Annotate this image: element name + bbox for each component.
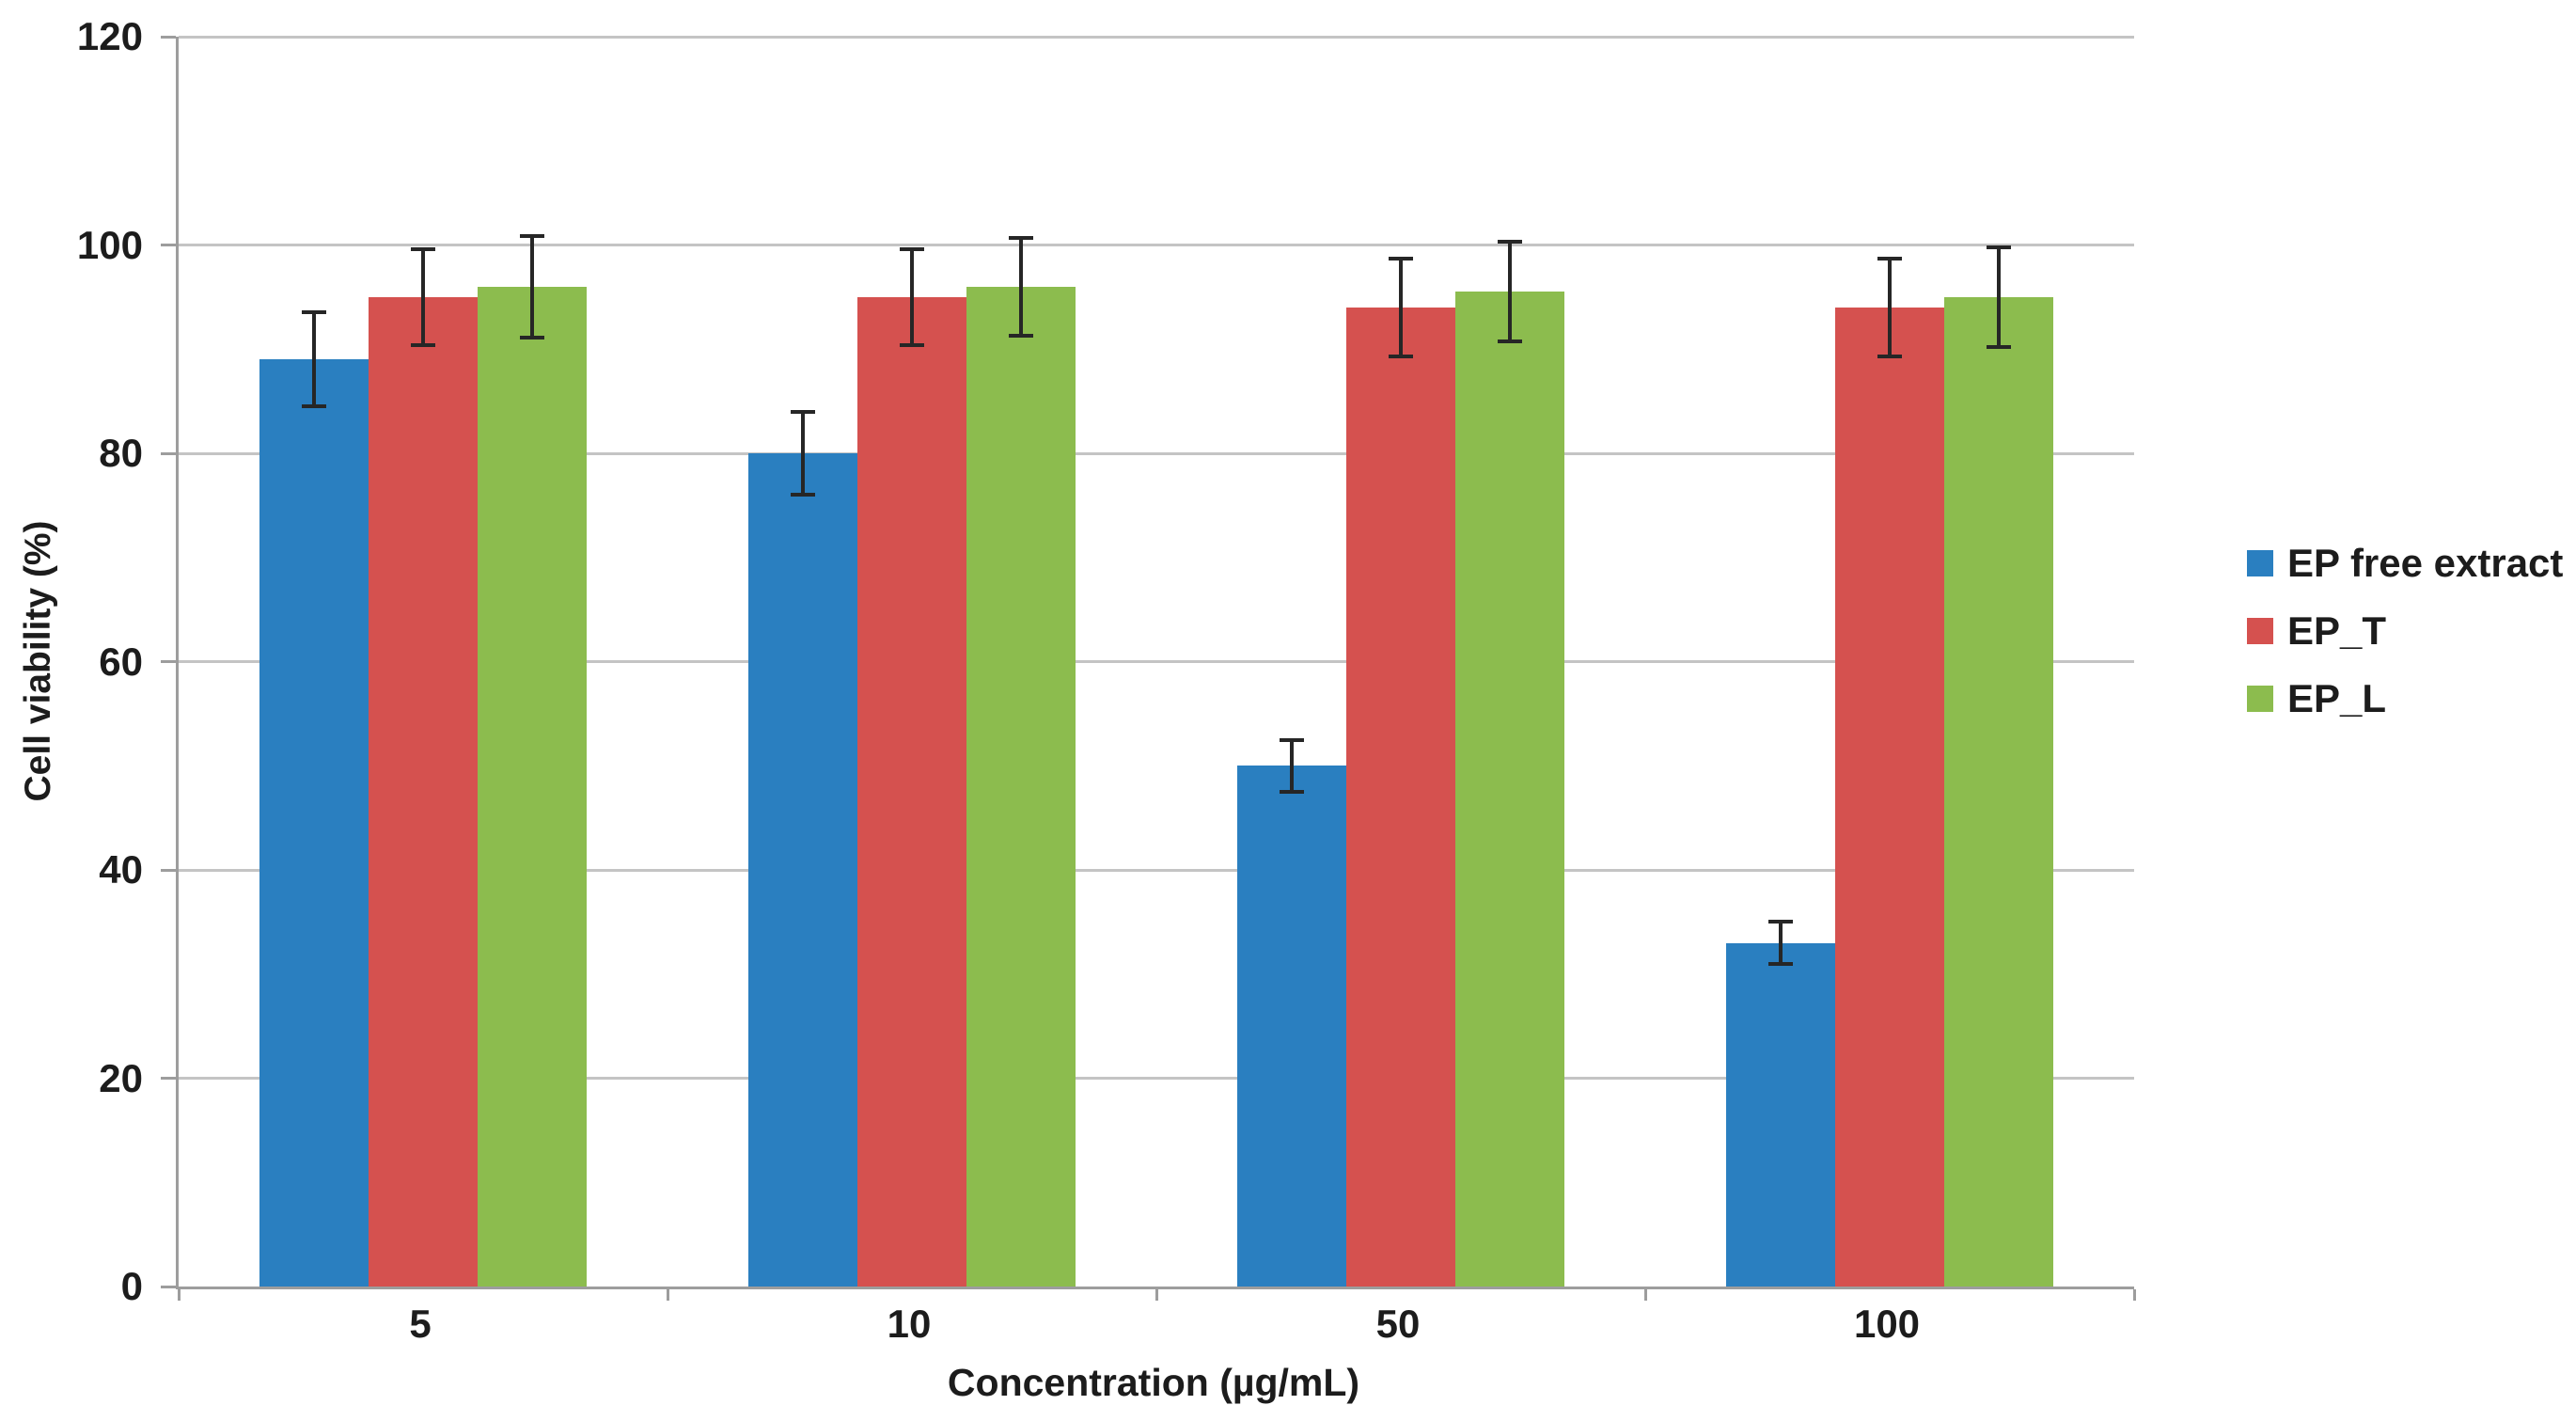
legend-item-ep-t: EP_T <box>2247 611 2563 651</box>
y-tick-mark-0 <box>161 1285 176 1288</box>
legend-swatch-ep-t <box>2247 618 2273 644</box>
error-cap-top-ep-l-5 <box>520 233 544 238</box>
bar-ep-free-extract-5 <box>259 359 369 1287</box>
error-cap-top-ep-l-50 <box>1498 240 1522 245</box>
legend-swatch-ep-free-extract <box>2247 550 2273 576</box>
error-bar-ep-t-10 <box>910 248 914 345</box>
x-tick-mark-2 <box>1154 1289 1158 1301</box>
gridline-120 <box>179 35 2134 39</box>
error-cap-top-ep-free-extract-10 <box>791 409 815 414</box>
error-bar-ep-t-100 <box>1888 258 1892 356</box>
bar-ep-t-50 <box>1346 307 1455 1287</box>
x-tick-mark-4 <box>2132 1289 2136 1301</box>
y-tick-label-60: 60 <box>99 639 143 684</box>
legend-label-ep-t: EP_T <box>2287 608 2387 653</box>
bar-ep-l-50 <box>1455 292 1564 1287</box>
error-cap-bottom-ep-free-extract-100 <box>1768 961 1793 966</box>
gridline-20 <box>179 1077 2134 1080</box>
gridline-40 <box>179 868 2134 872</box>
bar-ep-free-extract-10 <box>748 453 857 1287</box>
x-tick-mark-0 <box>177 1289 181 1301</box>
error-bar-ep-l-5 <box>530 235 534 339</box>
y-tick-label-40: 40 <box>99 847 143 892</box>
y-tick-mark-40 <box>161 868 176 872</box>
error-cap-top-ep-l-10 <box>1009 235 1033 240</box>
error-cap-bottom-ep-t-50 <box>1389 355 1413 358</box>
legend-label-ep-free-extract: EP free extract <box>2287 541 2564 585</box>
error-cap-bottom-ep-free-extract-50 <box>1280 789 1304 794</box>
x-tick-mark-1 <box>666 1289 669 1301</box>
bar-ep-free-extract-50 <box>1237 766 1346 1287</box>
error-cap-top-ep-free-extract-50 <box>1280 737 1304 742</box>
error-cap-bottom-ep-l-5 <box>520 336 544 340</box>
error-cap-bottom-ep-l-50 <box>1498 339 1522 344</box>
error-cap-top-ep-t-5 <box>411 246 435 251</box>
error-cap-top-ep-t-50 <box>1389 256 1413 261</box>
y-tick-mark-120 <box>161 35 176 39</box>
error-bar-ep-l-100 <box>1997 246 2001 348</box>
y-tick-label-80: 80 <box>99 431 143 475</box>
error-cap-top-ep-free-extract-5 <box>302 310 326 315</box>
error-bar-ep-free-extract-5 <box>312 312 316 407</box>
gridline-80 <box>179 451 2134 455</box>
error-bar-ep-free-extract-100 <box>1779 922 1783 964</box>
error-cap-bottom-ep-free-extract-5 <box>302 404 326 409</box>
error-bar-ep-l-10 <box>1019 237 1023 336</box>
error-cap-bottom-ep-l-100 <box>1987 345 2011 350</box>
plot-area: 0 20 40 60 80 100 120 <box>77 14 2136 1308</box>
error-cap-bottom-ep-t-5 <box>411 342 435 347</box>
error-bar-ep-t-50 <box>1399 258 1403 356</box>
y-tick-label-0: 0 <box>120 1264 143 1308</box>
error-bar-ep-t-5 <box>421 248 425 345</box>
error-cap-top-ep-t-10 <box>900 246 924 251</box>
y-tick-label-20: 20 <box>99 1055 143 1100</box>
legend: EP free extract EP_T EP_L <box>2247 544 2563 718</box>
legend-item-ep-free-extract: EP free extract <box>2247 544 2563 583</box>
y-tick-mark-100 <box>161 244 176 246</box>
error-cap-top-ep-free-extract-100 <box>1768 920 1793 924</box>
error-cap-bottom-ep-t-10 <box>900 342 924 347</box>
legend-label-ep-l: EP_L <box>2287 676 2387 720</box>
bar-ep-l-10 <box>966 286 1076 1287</box>
x-axis-title: Concentration (µg/mL) <box>947 1361 1360 1404</box>
x-tick-mark-3 <box>1643 1289 1647 1301</box>
y-tick-mark-80 <box>161 451 176 455</box>
bar-ep-free-extract-100 <box>1726 942 1835 1287</box>
error-bar-ep-l-50 <box>1508 242 1512 342</box>
y-tick-label-120: 120 <box>76 14 143 58</box>
x-category-label-5: 5 <box>409 1302 432 1346</box>
bar-ep-l-100 <box>1944 296 2053 1287</box>
bar-ep-t-100 <box>1835 307 1944 1287</box>
error-cap-top-ep-l-100 <box>1987 245 2011 249</box>
y-tick-mark-60 <box>161 660 176 663</box>
bar-ep-l-5 <box>478 286 587 1287</box>
y-tick-label-100: 100 <box>76 222 143 267</box>
error-cap-top-ep-t-100 <box>1877 256 1902 261</box>
error-cap-bottom-ep-t-100 <box>1877 355 1902 358</box>
legend-swatch-ep-l <box>2247 686 2273 712</box>
bar-ep-t-10 <box>857 296 966 1287</box>
error-cap-bottom-ep-free-extract-10 <box>791 493 815 497</box>
gridline-60 <box>179 660 2134 663</box>
x-category-label-50: 50 <box>1375 1302 1421 1346</box>
x-category-label-10: 10 <box>887 1302 932 1346</box>
error-cap-bottom-ep-l-10 <box>1009 333 1033 338</box>
legend-item-ep-l: EP_L <box>2247 679 2563 718</box>
error-bar-ep-free-extract-50 <box>1290 739 1294 792</box>
error-bar-ep-free-extract-10 <box>801 411 805 496</box>
y-tick-mark-20 <box>161 1077 176 1080</box>
bar-ep-t-5 <box>369 296 478 1287</box>
y-axis-title: Cell viability (%) <box>18 520 58 802</box>
x-category-label-100: 100 <box>1853 1302 1921 1346</box>
gridline-100 <box>179 244 2134 246</box>
